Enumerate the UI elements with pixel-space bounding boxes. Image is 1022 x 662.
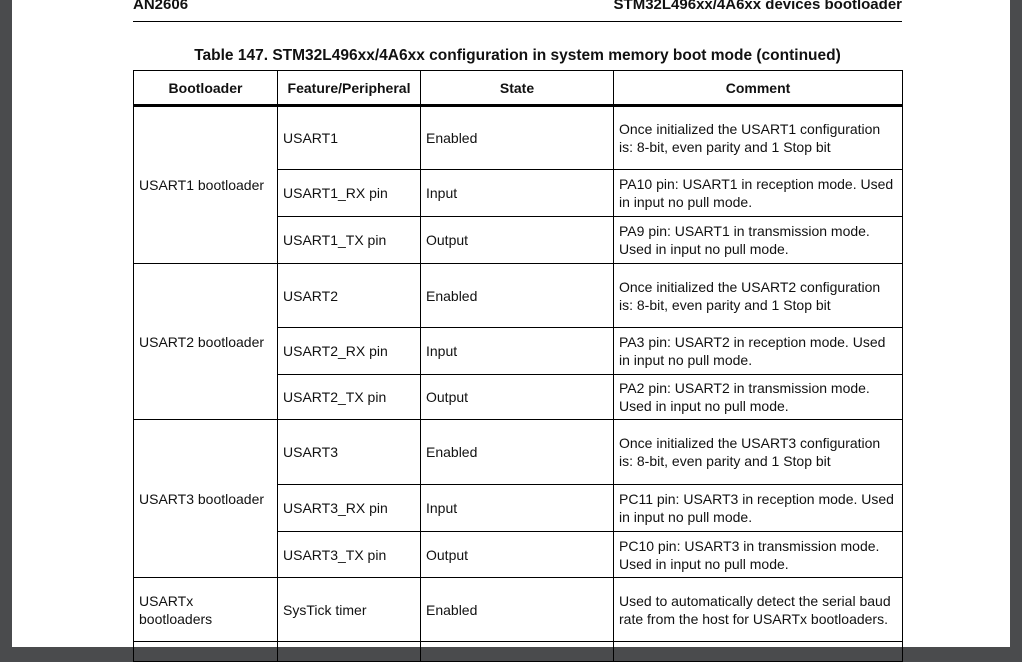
empty-cell [133, 641, 278, 662]
state-cell: Output [420, 531, 614, 578]
bootloader-cell: USART1 bootloader [133, 105, 278, 264]
doc-id: AN2606 [133, 0, 189, 13]
col-header-state: State [420, 70, 614, 106]
table-row: USART3_TX pin Output PC10 pin: USART3 in t… [134, 531, 903, 578]
col-header-bootloader: Bootloader [133, 70, 278, 106]
state-cell: Input [420, 169, 614, 217]
feature-cell: USART1 [277, 105, 421, 170]
state-cell: Enabled [420, 577, 614, 642]
comment-cell: PA9 pin: USART1 in transmission mode. Us… [613, 216, 903, 264]
document-page: AN2606 STM32L496xx/4A6xx devices bootloa… [12, 0, 1010, 662]
state-cell: Input [420, 484, 614, 532]
comment-cell: PA10 pin: USART1 in reception mode. Used… [613, 169, 903, 217]
comment-cell: PC11 pin: USART3 in reception mode. Used… [613, 484, 903, 532]
feature-cell: USART1_RX pin [277, 169, 421, 217]
empty-cell [277, 641, 421, 662]
state-cell: Enabled [420, 105, 614, 170]
table-row: USART2_TX pin Output PA2 pin: USART2 in tr… [134, 374, 903, 420]
table-header-row: Bootloader Feature/Peripheral State Comm… [133, 70, 903, 106]
header-divider [133, 21, 902, 22]
table-row: USART2 bootloader USART2 Enabled Once initi… [133, 263, 903, 420]
table-row: USART1 bootloader USART1 Enabled Once initi… [133, 105, 903, 264]
state-cell: Output [420, 216, 614, 264]
bootloader-cell: USART2 bootloader [133, 263, 278, 420]
feature-cell: USART2 [277, 263, 421, 328]
comment-cell: Used to automatically detect the serial … [613, 577, 903, 642]
feature-cell: USART3_TX pin [277, 531, 421, 578]
feature-cell: USART3 [277, 419, 421, 485]
feature-cell: USART2_RX pin [277, 327, 421, 375]
col-header-feature: Feature/Peripheral [277, 70, 421, 106]
bootloader-cell: USART3 bootloader [133, 419, 278, 578]
table-row [133, 641, 903, 662]
table-row: USARTx bootloaders SysTick timer Enabled Us… [133, 577, 903, 642]
feature-cell: USART2_TX pin [277, 374, 421, 420]
empty-cell [420, 641, 614, 662]
col-header-comment: Comment [613, 70, 903, 106]
table-row: USART1_TX pin Output PA9 pin: USART1 in tr… [134, 216, 903, 264]
comment-cell: Once initialized the USART3 configuratio… [613, 419, 903, 485]
comment-cell: Once initialized the USART1 configuratio… [613, 105, 903, 170]
config-table: Bootloader Feature/Peripheral State Comm… [133, 70, 903, 662]
comment-cell: PA2 pin: USART2 in transmission mode. Us… [613, 374, 903, 420]
state-cell: Output [420, 374, 614, 420]
bootloader-cell: USARTx bootloaders [133, 577, 278, 642]
feature-cell: USART1_TX pin [277, 216, 421, 264]
state-cell: Enabled [420, 263, 614, 328]
feature-cell: USART3_RX pin [277, 484, 421, 532]
table-caption: Table 147. STM32L496xx/4A6xx configurati… [194, 47, 841, 64]
comment-cell: Once initialized the USART2 configuratio… [613, 263, 903, 328]
comment-cell: PC10 pin: USART3 in transmission mode. U… [613, 531, 903, 578]
comment-cell: PA3 pin: USART2 in reception mode. Used … [613, 327, 903, 375]
table-row: USART3_RX pin Input PC11 pin: USART3 in re… [134, 484, 903, 532]
state-cell: Input [420, 327, 614, 375]
empty-cell [613, 641, 903, 662]
section-title: STM32L496xx/4A6xx devices bootloader [613, 0, 902, 13]
table-row: USART2_RX pin Input PA3 pin: USART2 in rec… [134, 327, 903, 375]
state-cell: Enabled [420, 419, 614, 485]
feature-cell: SysTick timer [277, 577, 421, 642]
table-row: USART3 bootloader USART3 Enabled Once initi… [133, 419, 903, 578]
table-row: USART1_RX pin Input PA10 pin: USART1 in re… [134, 169, 903, 217]
